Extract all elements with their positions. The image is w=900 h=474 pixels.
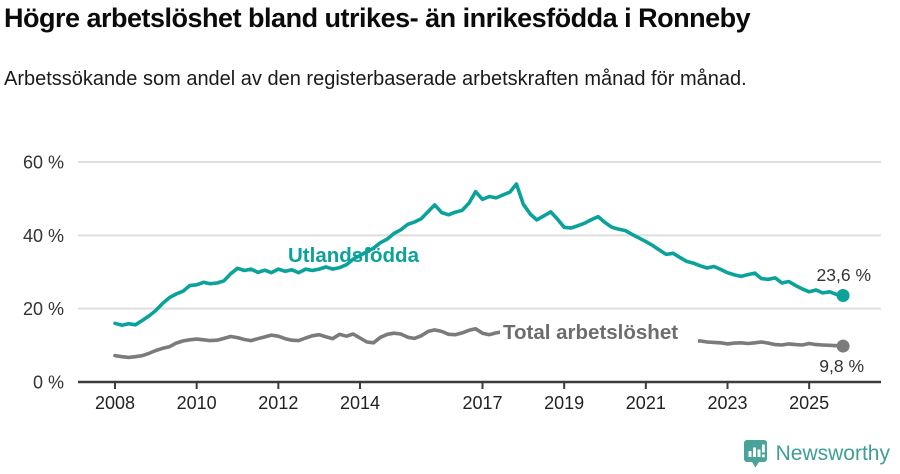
series-annotations: Utlandsfödda Total arbetslöshet 23,6 % 9…	[288, 244, 871, 376]
x-tick-label: 2025	[789, 393, 829, 413]
x-tick-label: 2012	[258, 393, 298, 413]
brand-name: Newsworthy	[775, 441, 890, 465]
x-tick-label: 2021	[626, 393, 666, 413]
page-title: Högre arbetslöshet bland utrikes- än inr…	[4, 3, 751, 33]
y-tick-label: 20 %	[23, 299, 64, 319]
data-series	[113, 182, 850, 360]
line-chart: Utlandsfödda Total arbetslöshet 23,6 % 9…	[23, 152, 881, 413]
x-tick-label: 2014	[340, 393, 380, 413]
bar-chart-pin-icon	[743, 440, 767, 468]
x-tick-label: 2019	[544, 393, 584, 413]
series-line-utlandsf-dda	[113, 182, 845, 327]
x-tick-labels: 2008 2010 2012 2014 2017 2019 2021 2023 2025	[95, 382, 829, 413]
series-line-total-arbetsl-shet	[113, 327, 845, 360]
gridlines	[78, 160, 881, 310]
chart-subtitle: Arbetssökande som andel av den registerb…	[4, 68, 747, 90]
series-end-dot	[836, 339, 850, 353]
newsworthy-logo: Newsworthy	[743, 439, 890, 468]
x-tick-label: 2010	[177, 393, 217, 413]
y-tick-label: 0 %	[33, 373, 64, 393]
x-tick-label: 2023	[707, 393, 747, 413]
y-tick-label: 60 %	[23, 152, 64, 172]
series-label-utlandsfodda: Utlandsfödda	[288, 244, 420, 267]
series-label-total-arbetsloshet: Total arbetslöshet	[503, 321, 678, 344]
y-tick-labels: 0 % 20 % 40 % 60 %	[23, 152, 64, 392]
label-knockout	[500, 323, 698, 345]
end-value-total: 9,8 %	[819, 356, 864, 376]
series-end-dot	[836, 288, 850, 302]
x-tick-label: 2017	[462, 393, 502, 413]
y-tick-label: 40 %	[23, 226, 64, 246]
end-value-utlandsfodda: 23,6 %	[817, 265, 871, 285]
x-tick-label: 2008	[95, 393, 135, 413]
